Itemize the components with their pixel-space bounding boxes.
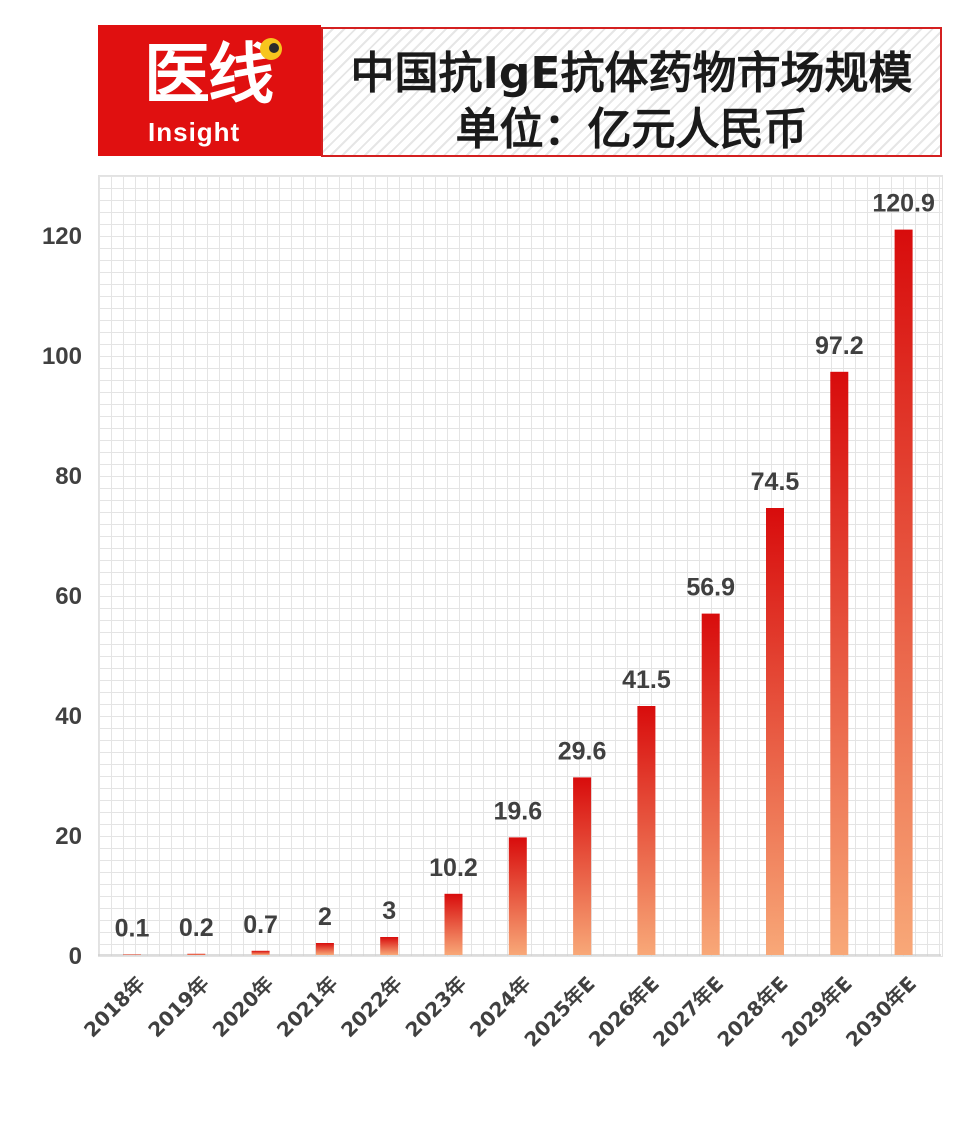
data-label: 0.7	[243, 911, 278, 939]
bar-2021年	[315, 943, 334, 955]
data-label: 29.6	[558, 737, 607, 765]
bar-2018年	[123, 954, 141, 955]
bar-2019年	[187, 953, 206, 955]
x-tick-label: 2022年	[336, 972, 406, 1042]
y-tick-label: 40	[55, 703, 82, 730]
chart-title: 中国抗IgE抗体药物市场规模	[350, 48, 913, 99]
data-label: 0.2	[179, 914, 214, 942]
data-label: 3	[382, 897, 396, 925]
data-label: 74.5	[751, 468, 800, 496]
data-label: 56.9	[686, 574, 735, 602]
bar-2024年	[508, 837, 527, 955]
data-label: 2	[318, 903, 332, 931]
bar-2027年E	[701, 613, 720, 955]
y-tick-label: 100	[42, 343, 82, 370]
logo-wordmark: 医线	[144, 36, 274, 113]
bar-2022年	[380, 937, 399, 955]
logo-eye-icon	[260, 38, 282, 60]
chart-subtitle: 单位：亿元人民币	[455, 104, 808, 155]
chart-header: 医线 Insight 中国抗IgE抗体药物市场规模 单位：亿元人民币	[98, 25, 942, 157]
bar-2023年	[444, 893, 463, 955]
bar-2028年E	[766, 508, 784, 955]
y-tick-label: 80	[55, 463, 82, 490]
logo-subtitle: Insight	[148, 117, 241, 147]
title-box: 中国抗IgE抗体药物市场规模 单位：亿元人民币	[321, 27, 942, 157]
y-tick-label: 120	[42, 223, 82, 250]
x-tick-label: 2030年E	[841, 972, 921, 1052]
bar-2029年E	[830, 371, 849, 955]
x-tick-label: 2020年	[208, 972, 278, 1042]
x-tick-label: 2019年	[143, 972, 213, 1042]
y-tick-label: 0	[69, 943, 82, 970]
data-label: 0.1	[115, 914, 150, 942]
data-label: 97.2	[815, 332, 864, 360]
x-tick-label: 2023年	[401, 972, 471, 1042]
y-tick-label: 60	[55, 583, 82, 610]
bar-2025年E	[573, 777, 592, 955]
data-label: 120.9	[872, 190, 935, 218]
bar-2026年E	[637, 706, 656, 955]
plot-area-grid	[98, 175, 943, 957]
bar-2020年	[251, 950, 270, 955]
data-label: 19.6	[493, 797, 542, 825]
data-label: 41.5	[622, 666, 671, 694]
x-tick-label: 2021年	[272, 972, 342, 1042]
x-tick-label: 2018年	[79, 972, 149, 1042]
data-label: 10.2	[429, 854, 478, 882]
y-tick-label: 20	[55, 823, 82, 850]
bar-2030年E	[894, 229, 913, 956]
brand-logo: 医线 Insight	[98, 25, 321, 156]
